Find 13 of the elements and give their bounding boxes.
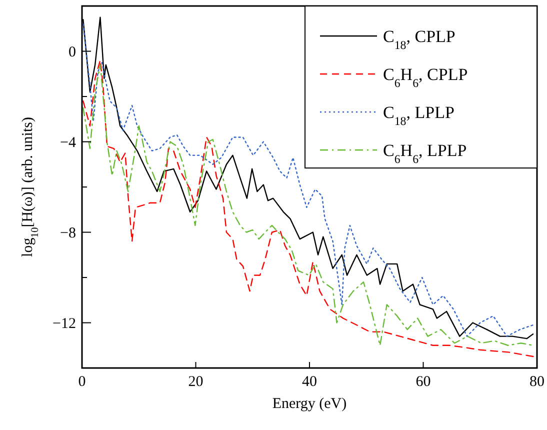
legend-label: C$_{6}$H$_{6}$, CPLP [383,65,468,90]
legend-label: C$_{18}$, LPLP [383,103,454,128]
x-tick-label: 60 [416,374,431,390]
y-tick-label: −4 [60,134,76,151]
x-axis-title: Energy (eV) [272,396,347,412]
y-tick-label: −8 [60,225,76,242]
legend-label: C$_{6}$H$_{6}$, LPLP [383,141,467,166]
y-tick-label: −12 [52,316,76,332]
legend-label: C$_{18}$, CPLP [383,27,456,52]
x-tick-label: 40 [302,374,317,390]
x-tick-label: 80 [530,374,544,390]
x-tick-label: 20 [188,374,204,390]
y-tick-label: 0 [68,44,76,60]
